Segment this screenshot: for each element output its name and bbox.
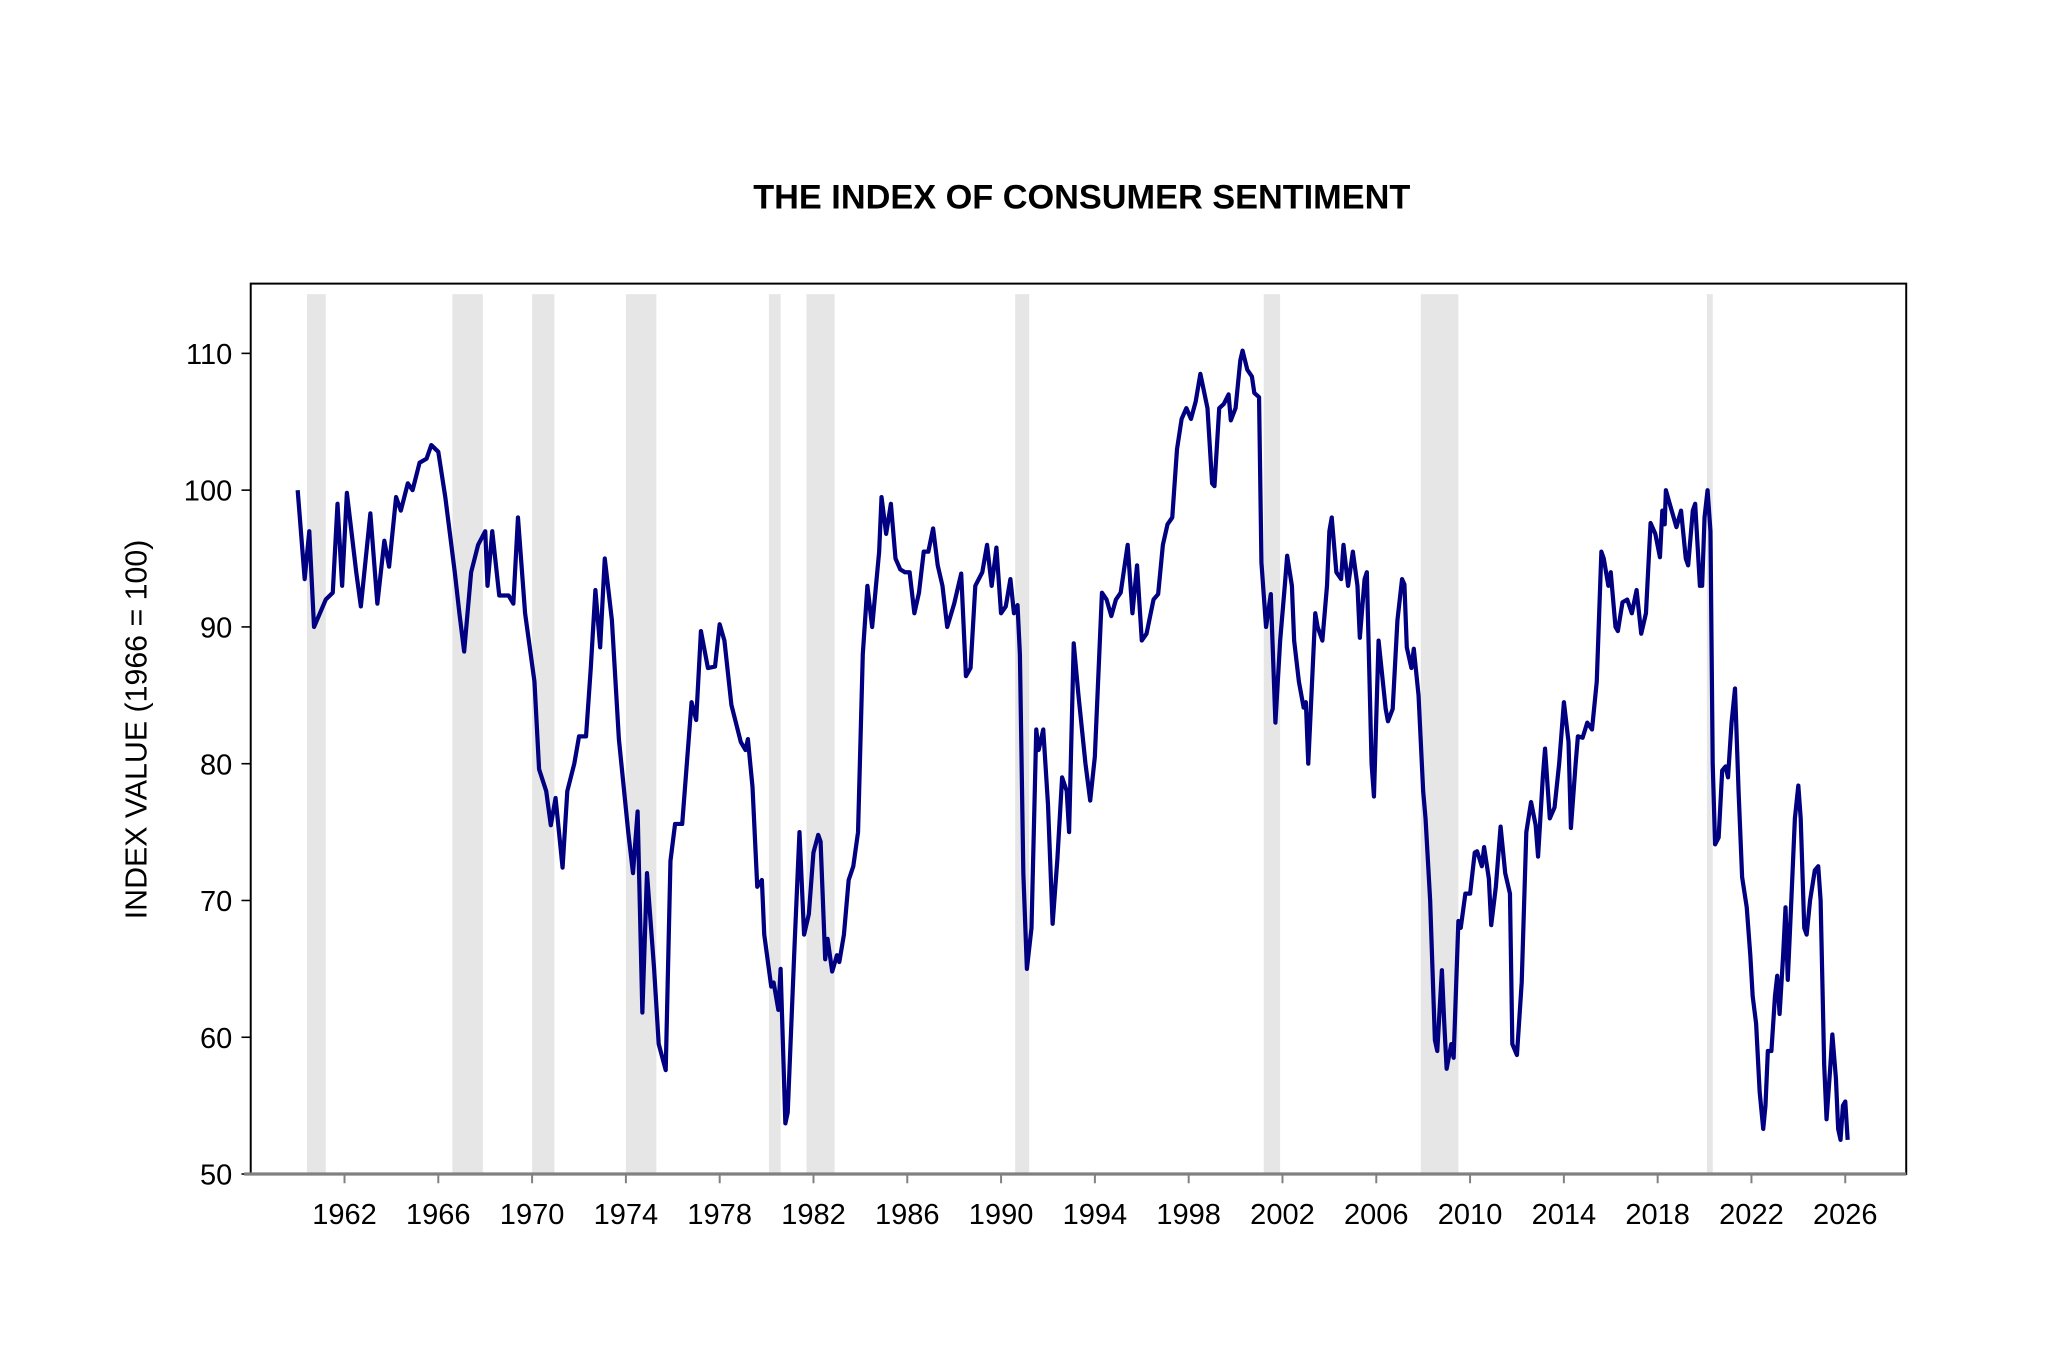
x-tick-label: 1978: [687, 1199, 752, 1231]
x-tick-label: 1990: [969, 1199, 1034, 1231]
series-layer: [295, 348, 1850, 1142]
x-tick-label: 1974: [594, 1199, 659, 1231]
x-tick-label: 2018: [1625, 1199, 1690, 1231]
recession-band: [1263, 294, 1281, 1175]
x-tick-label: 2022: [1719, 1199, 1784, 1231]
x-tick-label: 1966: [406, 1199, 471, 1231]
y-tick-label: 70: [200, 886, 232, 918]
x-tick-label: 1998: [1156, 1199, 1221, 1231]
x-tick-label: 1962: [312, 1199, 377, 1231]
recession-band: [306, 294, 326, 1175]
y-tick-label: 50: [200, 1160, 232, 1192]
x-tick-label: 2006: [1344, 1199, 1409, 1231]
x-tick-label: 2014: [1532, 1199, 1597, 1231]
y-axis-label: INDEX VALUE (1966 = 100): [121, 540, 154, 920]
recession-band: [768, 294, 781, 1175]
x-tick-label: 1982: [781, 1199, 846, 1231]
recession-band: [532, 294, 555, 1175]
y-tick-label: 90: [200, 612, 232, 644]
y-axis: 50 60 70 80 90 100 110: [184, 339, 1907, 1192]
x-tick-label: 1994: [1063, 1199, 1128, 1231]
recession-band: [452, 294, 483, 1175]
x-axis: 1962 1966 1970 1974 1978 1982 1986 1990 1994 1998…: [312, 1174, 1878, 1231]
recession-bands: [306, 294, 1713, 1175]
y-tick-label: 80: [200, 749, 232, 781]
x-tick-label: 1970: [500, 1199, 565, 1231]
series-line: [295, 348, 1850, 1142]
x-tick-label: 2010: [1438, 1199, 1503, 1231]
y-tick-label: 100: [184, 476, 232, 508]
y-tick-label: 60: [200, 1023, 232, 1055]
y-tick-label: 110: [186, 339, 232, 371]
x-tick-label: 2002: [1250, 1199, 1315, 1231]
x-tick-label: 1986: [875, 1199, 940, 1231]
x-tick-label: 2026: [1813, 1199, 1878, 1231]
recession-band: [625, 294, 657, 1175]
recession-band: [1706, 294, 1713, 1175]
recession-band: [806, 294, 835, 1175]
plot-frame: [249, 282, 1908, 1176]
chart-title: THE INDEX OF CONSUMER SENTIMENT: [753, 178, 1410, 216]
